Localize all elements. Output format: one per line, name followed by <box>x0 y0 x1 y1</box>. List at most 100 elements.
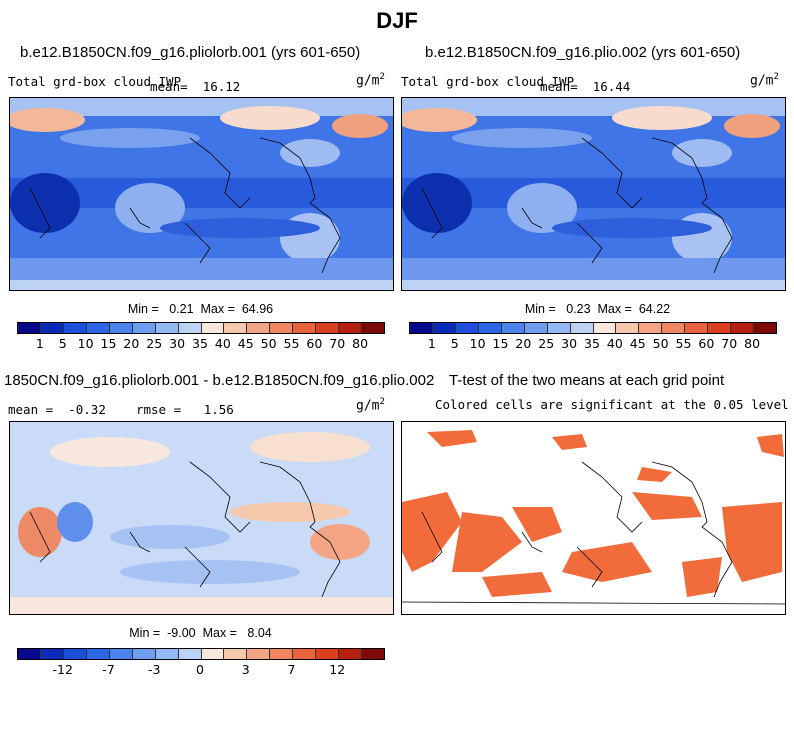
top-right-colorbar-tick-label: 40 <box>606 336 623 351</box>
top-right-colorbar-swatch <box>708 323 732 333</box>
top-left-colorbar-tick-label: 15 <box>100 336 117 351</box>
bottom-left-colorbar-swatch <box>293 649 317 659</box>
top-left-variable-label: Total grd-box cloud IWP <box>8 74 182 89</box>
top-left-colorbar-tick-label: 20 <box>123 336 140 351</box>
top-left-colorbar-tick-label: 45 <box>237 336 254 351</box>
top-left-minmax: Min = 0.21 Max = 64.96 <box>127 302 274 316</box>
top-left-colorbar-tick-label: 30 <box>169 336 186 351</box>
top-right-colorbar-swatch <box>616 323 640 333</box>
bottom-left-map <box>9 421 394 615</box>
top-right-colorbar-swatch <box>754 323 776 333</box>
bottom-left-colorbar-swatch <box>132 649 156 659</box>
top-right-colorbar-swatch <box>639 323 663 333</box>
top-left-colorbar-swatch <box>63 323 87 333</box>
top-left-colorbar-swatch <box>339 323 363 333</box>
top-right-colorbar-tick-label: 50 <box>652 336 669 351</box>
top-right-colorbar-tick-label: 70 <box>721 336 738 351</box>
top-right-colorbar-tick-label: 60 <box>698 336 715 351</box>
bottom-left-colorbar <box>17 648 385 660</box>
top-right-colorbar-tick-label: 10 <box>469 336 486 351</box>
top-right-unit: g/m2 <box>750 72 779 89</box>
top-left-colorbar-swatch <box>316 323 340 333</box>
top-right-colorbar-tick-label: 1 <box>427 336 436 351</box>
top-right-colorbar-tick-label: 55 <box>675 336 692 351</box>
bottom-left-colorbar-swatch <box>178 649 202 659</box>
bottom-left-colorbar-swatch <box>270 649 294 659</box>
bottom-left-colorbar-tick-label: 7 <box>287 662 296 677</box>
top-right-colorbar-swatch <box>524 323 548 333</box>
top-left-colorbar-swatch <box>155 323 179 333</box>
bottom-left-colorbar-swatch <box>224 649 248 659</box>
top-right-colorbar-tick-label: 30 <box>561 336 578 351</box>
bottom-left-colorbar-tick-label: -7 <box>102 662 115 677</box>
top-right-colorbar <box>409 322 777 334</box>
top-right-colorbar-tick-label: 80 <box>744 336 761 351</box>
top-left-colorbar-swatch <box>362 323 384 333</box>
bottom-left-colorbar-swatch <box>247 649 271 659</box>
top-right-colorbar-swatch <box>478 323 502 333</box>
top-left-colorbar-swatch <box>132 323 156 333</box>
top-right-colorbar-tick-label: 45 <box>629 336 646 351</box>
bottom-left-colorbar-swatch <box>362 649 384 659</box>
bottom-left-colorbar-swatch <box>63 649 87 659</box>
top-right-colorbar-swatch <box>410 323 433 333</box>
bottom-left-colorbar-tick-label: 3 <box>241 662 250 677</box>
top-right-colorbar-tick-label: 20 <box>515 336 532 351</box>
bottom-right-significance-map <box>401 421 786 615</box>
bottom-left-unit: g/m2 <box>356 397 385 414</box>
bottom-left-colorbar-tick-label: -3 <box>148 662 161 677</box>
bottom-left-colorbar-swatch <box>18 649 41 659</box>
top-right-variable-label: Total grd-box cloud IWP <box>401 74 575 89</box>
top-left-colorbar-tick-label: 60 <box>306 336 323 351</box>
top-left-unit: g/m2 <box>356 72 385 89</box>
top-right-colorbar-swatch <box>501 323 525 333</box>
top-left-mean: mean= 16.12 <box>150 79 241 94</box>
bottom-left-colorbar-tick-label: -12 <box>52 662 73 677</box>
bottom-left-panel-title: 1850CN.f09_g16.pliolorb.001 - b.e12.B185… <box>4 372 435 389</box>
bottom-left-colorbar-tick-label: 12 <box>329 662 346 677</box>
top-left-colorbar-swatch <box>178 323 202 333</box>
top-right-colorbar-ticks: 1 5 10 15 20 25 30 35 40 45 50 55 60 70 80 <box>409 336 775 351</box>
top-right-colorbar-tick-label: 35 <box>584 336 600 351</box>
top-right-colorbar-tick-label: 15 <box>492 336 509 351</box>
top-right-minmax: Min = 0.23 Max = 64.22 <box>524 302 671 316</box>
top-right-colorbar-swatch <box>455 323 479 333</box>
top-left-colorbar-swatch <box>293 323 317 333</box>
top-left-panel-title: b.e12.B1850CN.f09_g16.pliolorb.001 (yrs … <box>20 44 361 61</box>
top-left-colorbar <box>17 322 385 334</box>
bottom-left-minmax: Min = -9.00 Max = 8.04 <box>129 626 272 640</box>
top-left-colorbar-tick-label: 55 <box>283 336 300 351</box>
bottom-right-panel-title: T-test of the two means at each grid poi… <box>449 372 725 389</box>
top-left-colorbar-swatch <box>40 323 64 333</box>
top-right-colorbar-tick-label: 25 <box>538 336 555 351</box>
top-right-colorbar-swatch <box>432 323 456 333</box>
top-right-map <box>401 97 786 291</box>
top-left-map <box>9 97 394 291</box>
bottom-left-colorbar-swatch <box>86 649 110 659</box>
top-left-colorbar-tick-label: 35 <box>192 336 208 351</box>
bottom-left-colorbar-tick-label: 0 <box>196 662 204 677</box>
top-right-colorbar-swatch <box>593 323 617 333</box>
bottom-left-colorbar-ticks: -12 -7 -3 0 3 7 12 <box>17 662 383 677</box>
top-left-colorbar-swatch <box>247 323 271 333</box>
top-right-colorbar-tick-label: 5 <box>450 336 459 351</box>
top-left-colorbar-swatch <box>86 323 110 333</box>
bottom-left-colorbar-swatch <box>316 649 340 659</box>
top-left-colorbar-swatch <box>201 323 225 333</box>
top-left-colorbar-tick-label: 5 <box>58 336 67 351</box>
top-left-colorbar-tick-label: 1 <box>35 336 44 351</box>
top-right-colorbar-swatch <box>570 323 594 333</box>
bottom-right-subtitle: Colored cells are significant at the 0.0… <box>435 397 789 412</box>
top-left-colorbar-tick-label: 10 <box>77 336 94 351</box>
top-right-colorbar-swatch <box>547 323 571 333</box>
top-left-colorbar-tick-label: 40 <box>214 336 231 351</box>
top-right-colorbar-swatch <box>685 323 709 333</box>
figure-title: DJF <box>376 8 418 33</box>
top-left-colorbar-swatch <box>224 323 248 333</box>
top-left-colorbar-tick-label: 80 <box>352 336 369 351</box>
top-right-colorbar-swatch <box>731 323 755 333</box>
bottom-left-colorbar-swatch <box>201 649 225 659</box>
top-left-colorbar-swatch <box>18 323 41 333</box>
top-right-colorbar-swatch <box>662 323 686 333</box>
top-left-colorbar-swatch <box>109 323 133 333</box>
